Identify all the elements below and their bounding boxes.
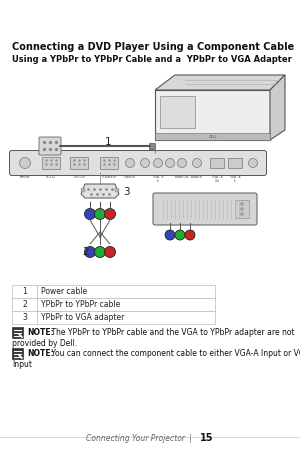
Circle shape [94, 247, 106, 257]
Text: DVI-D In: DVI-D In [74, 175, 85, 179]
Polygon shape [81, 184, 119, 198]
Text: Power cable: Power cable [41, 287, 87, 296]
Circle shape [178, 158, 187, 167]
Text: Remote: Remote [20, 175, 30, 179]
Text: VGA - A
In: VGA - A In [230, 175, 240, 183]
Text: 3: 3 [123, 187, 130, 197]
Circle shape [241, 202, 244, 206]
Text: The YPbPr to YPbPr cable and the VGA to YPbPr adapter are not: The YPbPr to YPbPr cable and the VGA to … [49, 328, 295, 337]
Bar [12, 348, 23, 359]
Text: Connecting a DVD Player Using a Component Cable: Connecting a DVD Player Using a Componen… [12, 42, 294, 52]
Bar [210, 158, 224, 168]
Circle shape [193, 158, 202, 167]
FancyBboxPatch shape [39, 137, 61, 155]
Text: 15: 15 [200, 433, 214, 443]
Circle shape [104, 247, 116, 257]
Bar [100, 157, 118, 169]
Circle shape [241, 207, 244, 211]
Circle shape [248, 158, 257, 167]
Text: 1: 1 [105, 137, 112, 147]
Circle shape [165, 230, 175, 240]
Polygon shape [155, 90, 270, 140]
Circle shape [104, 208, 116, 220]
Polygon shape [270, 75, 285, 140]
Text: NOTE:: NOTE: [27, 349, 54, 358]
Text: NOTE:: NOTE: [27, 328, 54, 337]
Bar [160, 96, 195, 128]
Circle shape [125, 158, 134, 167]
Bar [12, 285, 215, 298]
Circle shape [154, 158, 163, 167]
Text: You can connect the component cable to either VGA-A Input or VGA-B: You can connect the component cable to e… [49, 349, 300, 358]
Text: 1: 1 [22, 287, 27, 296]
Circle shape [241, 212, 244, 216]
Bar [228, 158, 242, 168]
Circle shape [166, 158, 175, 167]
Text: provided by Dell.: provided by Dell. [12, 339, 77, 348]
Circle shape [85, 247, 95, 257]
Text: Audio Out: Audio Out [175, 175, 189, 179]
Circle shape [94, 208, 106, 220]
Bar [12, 311, 215, 324]
Text: DELL: DELL [208, 135, 217, 139]
Text: RS-232: RS-232 [46, 175, 56, 179]
Text: 2: 2 [22, 300, 27, 309]
Text: YPbPr to VGA adapter: YPbPr to VGA adapter [41, 313, 124, 322]
Circle shape [175, 230, 185, 240]
Circle shape [140, 158, 149, 167]
Bar [70, 157, 88, 169]
Text: Audio In: Audio In [191, 175, 203, 179]
Bar [149, 143, 155, 149]
Bar [12, 327, 23, 338]
Text: Using a YPbPr to YPbPr Cable and a  YPbPr to VGA Adapter: Using a YPbPr to YPbPr Cable and a YPbPr… [12, 55, 292, 64]
Bar [155, 133, 270, 140]
Circle shape [185, 230, 195, 240]
Text: VGA - B
In: VGA - B In [153, 175, 163, 183]
Circle shape [85, 208, 95, 220]
Bar [12, 298, 215, 311]
Circle shape [20, 158, 31, 168]
Circle shape [115, 188, 119, 192]
FancyBboxPatch shape [153, 193, 257, 225]
Bar [235, 200, 249, 218]
Text: S-Video In: S-Video In [102, 175, 116, 179]
Text: 2: 2 [82, 247, 88, 257]
Text: Input: Input [12, 360, 32, 369]
Polygon shape [155, 75, 285, 90]
Text: YPbPr to YPbPr cable: YPbPr to YPbPr cable [41, 300, 120, 309]
FancyBboxPatch shape [10, 150, 266, 176]
Text: Connecting Your Projector: Connecting Your Projector [86, 434, 185, 443]
Text: 3: 3 [22, 313, 27, 322]
Text: Video In: Video In [124, 175, 136, 179]
Circle shape [81, 188, 85, 192]
Bar [42, 157, 60, 169]
Text: |: | [189, 434, 191, 443]
Text: VGA - A
Out: VGA - A Out [212, 175, 222, 183]
